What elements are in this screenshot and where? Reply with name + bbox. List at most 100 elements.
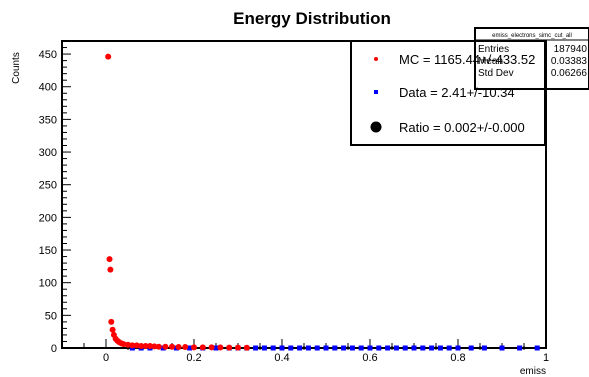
mc-point	[243, 344, 250, 351]
data-point	[420, 345, 426, 351]
mc-point	[109, 326, 116, 333]
mc-point	[182, 344, 189, 351]
y-tick-label: 350	[39, 114, 57, 126]
data-point	[402, 345, 408, 351]
x-axis-label: emiss	[520, 366, 546, 377]
data-point	[385, 345, 391, 351]
mc-point	[125, 341, 131, 348]
data-point	[481, 345, 487, 351]
data-point	[213, 345, 219, 351]
chart-title: Energy Distribution	[233, 9, 391, 28]
legend-label: Ratio = 0.002+/-0.000	[399, 120, 525, 135]
data-point	[323, 345, 329, 351]
stats-value: 0.06266	[551, 68, 588, 79]
stats-box-frame	[474, 27, 589, 90]
data-point	[455, 345, 461, 351]
mc-point	[199, 344, 206, 351]
ratio-point	[478, 346, 482, 350]
stats-label: Mean	[478, 56, 503, 67]
data-point	[411, 345, 417, 351]
data-point	[279, 345, 285, 351]
mc-point	[120, 341, 127, 348]
data-point	[314, 345, 320, 351]
x-tick-label: 0.8	[450, 352, 465, 364]
legend-label: Data = 2.41+/-10.34	[399, 85, 515, 100]
stats-label: Std Dev	[478, 68, 514, 79]
legend-label: MC = 1165.44+/-433.52	[399, 52, 535, 67]
ratio-point	[434, 346, 438, 350]
x-axis: 0 0.2 0.4 0.6 0.8 1	[61, 339, 549, 364]
data-point	[468, 345, 474, 351]
mc-point	[147, 343, 153, 350]
data-point	[393, 345, 399, 351]
stats-box-header: emiss_electrons_simc_cut_all	[492, 33, 572, 39]
data-point	[253, 345, 259, 351]
data-point	[270, 345, 276, 351]
mc-point	[175, 344, 182, 351]
y-tick-label: 50	[45, 310, 57, 322]
mc-point	[108, 318, 115, 325]
legend-box	[350, 40, 546, 146]
series-layer	[105, 53, 540, 351]
mc-point	[191, 344, 197, 351]
data-point	[341, 345, 347, 351]
mc-point	[226, 344, 233, 351]
data-point	[332, 345, 338, 351]
data-point	[358, 345, 364, 351]
y-axis-label: Counts	[11, 52, 22, 84]
mc-point	[142, 343, 149, 350]
x-tick-label: 0.4	[274, 352, 289, 364]
mc-point	[138, 343, 145, 350]
x-tick-label: 1	[543, 352, 549, 364]
data-point	[297, 345, 303, 351]
mc-point	[235, 344, 241, 351]
y-tick-label: 300	[39, 147, 57, 159]
x-tick-label: 0	[103, 352, 109, 364]
data-point	[187, 345, 193, 351]
x-tick-label: 0.6	[362, 352, 377, 364]
data-point	[517, 345, 523, 351]
legend: MC = 1165.44+/-433.52 Data = 2.41+/-10.34…	[350, 40, 546, 146]
ratio-point	[346, 346, 350, 350]
data-point	[437, 345, 443, 351]
data-point	[534, 345, 540, 351]
data-point	[349, 345, 355, 351]
y-tick-label: 0	[51, 343, 57, 355]
ratio-point	[522, 346, 526, 350]
mc-point	[129, 342, 136, 349]
y-tick-label: 100	[39, 278, 57, 290]
mc-point	[105, 53, 112, 60]
legend-marker-data	[374, 90, 378, 94]
mc-point	[151, 343, 158, 350]
data-point	[446, 345, 452, 351]
stats-label: Entries	[478, 44, 509, 55]
data-point	[367, 345, 373, 351]
y-axis: 0 50 100 150 200 250 300 350 400 450	[39, 47, 71, 355]
ratio-point	[302, 346, 306, 350]
y-tick-label: 450	[39, 49, 57, 61]
legend-marker-mc	[374, 57, 378, 61]
mc-point	[208, 344, 215, 351]
data-point	[376, 345, 382, 351]
stats-value: 187940	[554, 44, 588, 55]
mc-point	[107, 266, 114, 273]
stats-box: emiss_electrons_simc_cut_all Entries 1879…	[474, 27, 589, 90]
mc-point	[133, 342, 140, 349]
mc-point	[162, 343, 169, 350]
legend-marker-ratio	[370, 121, 382, 133]
ratio-point	[390, 346, 394, 350]
mc-point	[106, 256, 113, 263]
ratio-point	[258, 346, 262, 350]
data-point	[305, 345, 311, 351]
data-point	[499, 345, 505, 351]
data-point	[261, 345, 267, 351]
stats-value: 0.03383	[551, 56, 588, 67]
y-tick-label: 200	[39, 212, 57, 224]
data-point	[288, 345, 294, 351]
x-tick-label: 0.2	[186, 352, 201, 364]
y-tick-label: 400	[39, 82, 57, 94]
y-tick-label: 150	[39, 245, 57, 257]
data-point	[429, 345, 435, 351]
mc-point	[217, 344, 224, 351]
y-tick-label: 250	[39, 180, 57, 192]
